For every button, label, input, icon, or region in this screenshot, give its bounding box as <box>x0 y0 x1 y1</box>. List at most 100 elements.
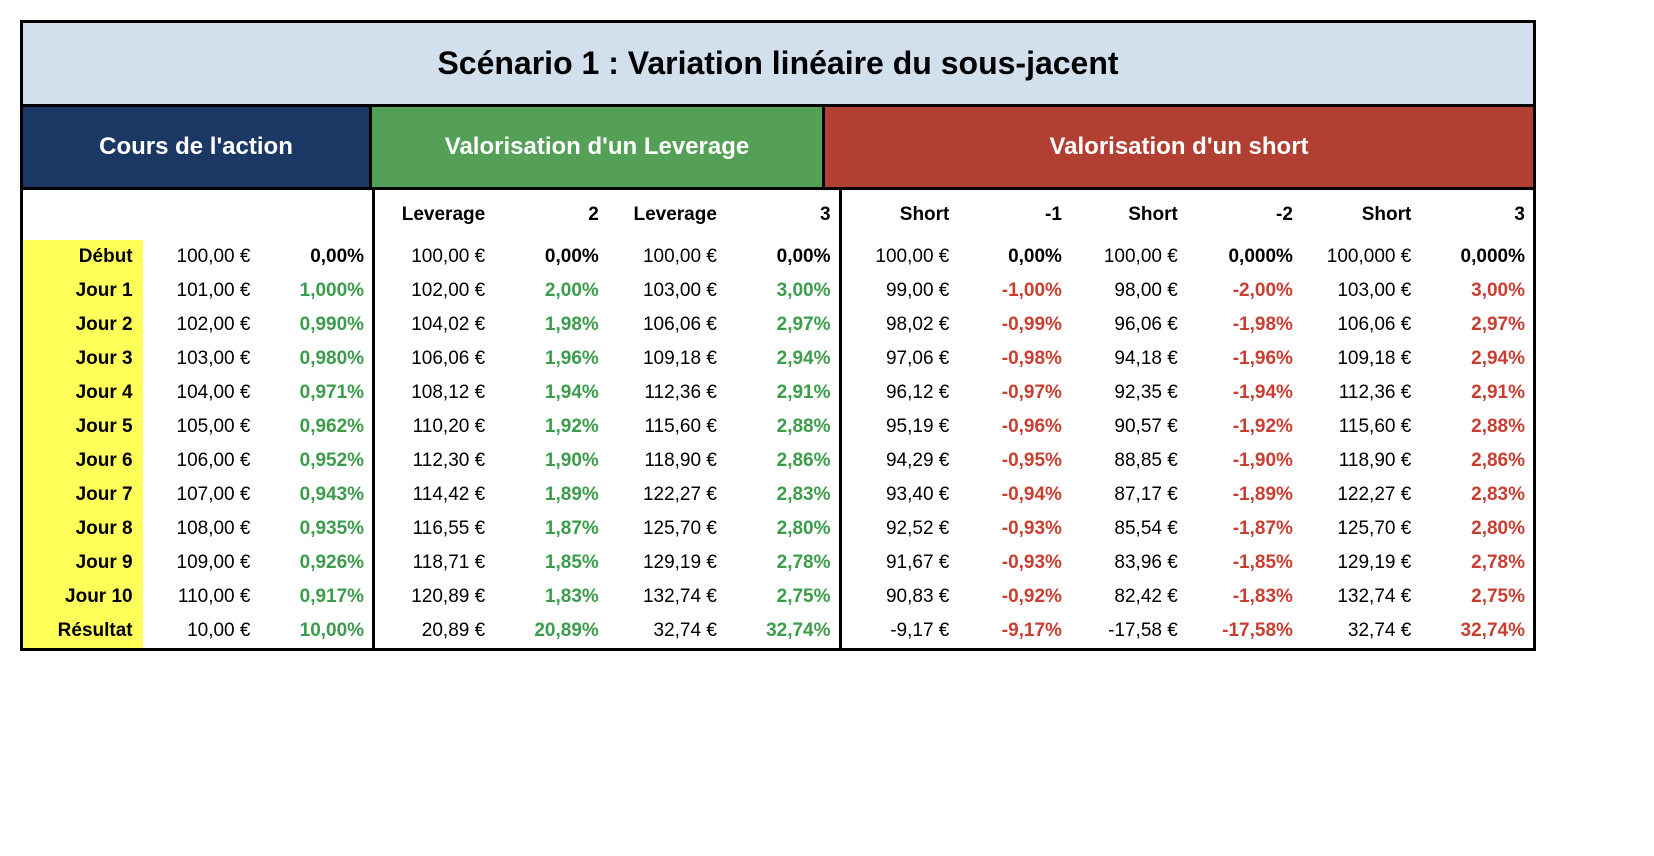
data-cell: 108,12 € <box>374 376 494 410</box>
data-cell: 115,60 € <box>1301 410 1419 444</box>
data-cell: 106,06 € <box>1301 308 1419 342</box>
data-cell: 1,85% <box>493 546 607 580</box>
data-cell: 100,00 € <box>607 240 725 274</box>
data-cell: 112,30 € <box>374 444 494 478</box>
data-cell: 114,42 € <box>374 478 494 512</box>
data-cell: 2,78% <box>725 546 840 580</box>
data-cell: 105,00 € <box>143 410 259 444</box>
table-row: Jour 9109,00 €0,926%118,71 €1,85%129,19 … <box>23 546 1533 580</box>
subheader-cell: Short <box>840 189 957 241</box>
data-cell: 10,00 € <box>143 614 259 648</box>
data-cell: 0,926% <box>258 546 373 580</box>
subheader-cell: 3 <box>725 189 840 241</box>
data-cell: 3,00% <box>1419 274 1533 308</box>
data-cell: 112,36 € <box>607 376 725 410</box>
data-cell: 32,74 € <box>1301 614 1419 648</box>
data-cell: -0,93% <box>957 512 1070 546</box>
row-label: Jour 3 <box>23 342 143 376</box>
row-label: Jour 5 <box>23 410 143 444</box>
data-cell: 94,18 € <box>1070 342 1186 376</box>
data-cell: 115,60 € <box>607 410 725 444</box>
data-cell: 0,00% <box>957 240 1070 274</box>
data-cell: -1,83% <box>1186 580 1301 614</box>
data-cell: 120,89 € <box>374 580 494 614</box>
data-cell: 108,00 € <box>143 512 259 546</box>
data-cell: 2,86% <box>725 444 840 478</box>
table-row: Jour 7107,00 €0,943%114,42 €1,89%122,27 … <box>23 478 1533 512</box>
table-row: Jour 1101,00 €1,000%102,00 €2,00%103,00 … <box>23 274 1533 308</box>
data-cell: 132,74 € <box>607 580 725 614</box>
data-cell: 83,96 € <box>1070 546 1186 580</box>
data-cell: -1,92% <box>1186 410 1301 444</box>
data-cell: 2,97% <box>725 308 840 342</box>
data-cell: 125,70 € <box>607 512 725 546</box>
data-cell: 92,35 € <box>1070 376 1186 410</box>
row-label: Jour 4 <box>23 376 143 410</box>
data-cell: 2,75% <box>725 580 840 614</box>
data-cell: -1,87% <box>1186 512 1301 546</box>
table-row: Jour 2102,00 €0,990%104,02 €1,98%106,06 … <box>23 308 1533 342</box>
subheader-cell: Short <box>1070 189 1186 241</box>
data-cell: 118,71 € <box>374 546 494 580</box>
data-cell: 32,74% <box>725 614 840 648</box>
subheader-cell <box>143 189 259 241</box>
data-cell: -0,92% <box>957 580 1070 614</box>
data-cell: 85,54 € <box>1070 512 1186 546</box>
data-cell: 95,19 € <box>840 410 957 444</box>
subheader-cell: -1 <box>957 189 1070 241</box>
data-cell: 100,00 € <box>840 240 957 274</box>
data-cell: 0,943% <box>258 478 373 512</box>
data-cell: 1,92% <box>493 410 607 444</box>
data-cell: -2,00% <box>1186 274 1301 308</box>
data-cell: 104,00 € <box>143 376 259 410</box>
data-cell: -1,96% <box>1186 342 1301 376</box>
data-cell: -0,96% <box>957 410 1070 444</box>
data-cell: -0,95% <box>957 444 1070 478</box>
data-cell: 0,980% <box>258 342 373 376</box>
data-cell: 2,83% <box>725 478 840 512</box>
data-cell: -0,99% <box>957 308 1070 342</box>
table-title: Scénario 1 : Variation linéaire du sous-… <box>23 23 1533 107</box>
data-cell: 20,89 € <box>374 614 494 648</box>
data-cell: 0,00% <box>493 240 607 274</box>
data-cell: 100,00 € <box>374 240 494 274</box>
subheader-cell: Leverage <box>374 189 494 241</box>
data-cell: 1,94% <box>493 376 607 410</box>
data-cell: 93,40 € <box>840 478 957 512</box>
data-cell: 99,00 € <box>840 274 957 308</box>
data-cell: 101,00 € <box>143 274 259 308</box>
data-cell: 109,18 € <box>607 342 725 376</box>
data-cell: 107,00 € <box>143 478 259 512</box>
row-label: Début <box>23 240 143 274</box>
data-cell: 1,96% <box>493 342 607 376</box>
data-cell: 94,29 € <box>840 444 957 478</box>
data-cell: -9,17 € <box>840 614 957 648</box>
subheader-row: Leverage2Leverage3Short-1Short-2Short3 <box>23 189 1533 241</box>
data-cell: -0,94% <box>957 478 1070 512</box>
data-cell: 100,000 € <box>1301 240 1419 274</box>
row-label: Jour 6 <box>23 444 143 478</box>
data-cell: 102,00 € <box>143 308 259 342</box>
data-table: Leverage2Leverage3Short-1Short-2Short3Dé… <box>23 187 1533 648</box>
data-cell: 2,97% <box>1419 308 1533 342</box>
table-row: Jour 8108,00 €0,935%116,55 €1,87%125,70 … <box>23 512 1533 546</box>
data-cell: 2,88% <box>1419 410 1533 444</box>
data-cell: 98,00 € <box>1070 274 1186 308</box>
data-cell: 32,74% <box>1419 614 1533 648</box>
row-label: Jour 7 <box>23 478 143 512</box>
subheader-cell <box>258 189 373 241</box>
data-cell: 32,74 € <box>607 614 725 648</box>
data-cell: 2,78% <box>1419 546 1533 580</box>
data-cell: 0,000% <box>1186 240 1301 274</box>
data-cell: 112,36 € <box>1301 376 1419 410</box>
data-cell: 90,57 € <box>1070 410 1186 444</box>
data-cell: 82,42 € <box>1070 580 1186 614</box>
section-headers: Cours de l'action Valorisation d'un Leve… <box>23 107 1533 187</box>
data-cell: 0,971% <box>258 376 373 410</box>
data-cell: 100,00 € <box>1070 240 1186 274</box>
data-cell: 90,83 € <box>840 580 957 614</box>
data-cell: 2,00% <box>493 274 607 308</box>
data-cell: 2,91% <box>1419 376 1533 410</box>
data-cell: 125,70 € <box>1301 512 1419 546</box>
data-cell: 1,98% <box>493 308 607 342</box>
